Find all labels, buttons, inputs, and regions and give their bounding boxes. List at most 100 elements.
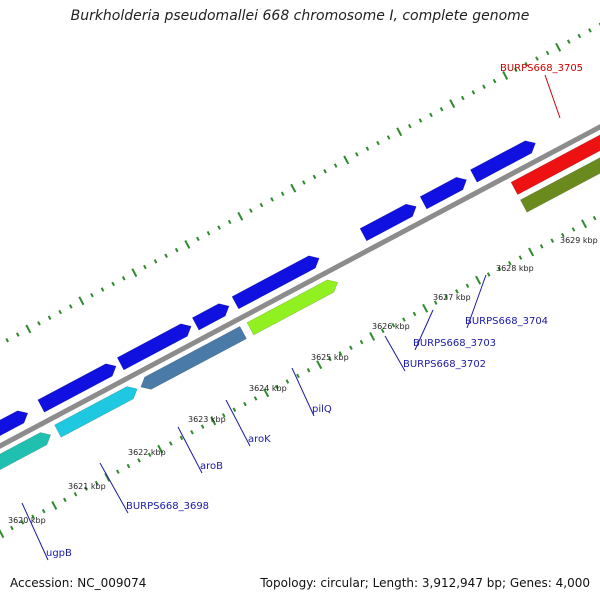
tick-mark (444, 294, 449, 300)
tick-mark (5, 338, 10, 343)
gene-label[interactable]: aroB (200, 461, 223, 472)
tick-mark (302, 180, 306, 185)
tick-mark (359, 339, 364, 345)
gene-arrow[interactable] (140, 326, 247, 390)
kbp-tick-label: 3623 kbp (188, 415, 226, 424)
gene-label[interactable]: ugpB (46, 548, 72, 559)
tick-mark (475, 275, 482, 285)
gene-label[interactable]: aroK (248, 434, 271, 445)
tick-mark (338, 351, 343, 356)
gene-arrow[interactable] (359, 203, 417, 242)
kbp-tick-label: 3621 kbp (68, 482, 106, 491)
accession-text: Accession: NC_009074 (10, 576, 147, 590)
gene-label[interactable]: BURPS668_3698 (126, 501, 209, 512)
tick-mark (94, 480, 99, 486)
tick-mark (471, 90, 476, 95)
tick-mark (465, 283, 470, 289)
inner-tick-ring (0, 215, 597, 539)
gene-arrow[interactable] (191, 303, 230, 331)
gene-arrow[interactable] (419, 177, 467, 210)
kbp-tick-label: 3620 kbp (8, 516, 46, 525)
tick-mark (280, 191, 285, 197)
kbp-tick-labels: 3620 kbp 3621 kbp 3622 kbp 3623 kbp 3624 kbp… (8, 236, 598, 525)
gene-label[interactable]: BURPS668_3702 (403, 359, 486, 370)
tick-mark (190, 430, 194, 435)
tick-mark (581, 219, 588, 229)
tick-mark (263, 388, 270, 398)
gene-arrow[interactable] (116, 323, 192, 371)
tick-mark (37, 321, 41, 326)
map-title: Burkholderia pseudomallei 668 chromosome… (70, 8, 530, 24)
gene-arrow[interactable] (37, 363, 117, 413)
tick-mark (502, 71, 509, 80)
tick-mark (153, 259, 158, 264)
gene-label[interactable]: BURPS668_3704 (465, 316, 548, 327)
label-leader-line (99, 462, 129, 514)
tick-mark (285, 379, 290, 384)
tick-mark (296, 373, 300, 379)
label-leader-line (21, 502, 49, 561)
gene-arrow[interactable] (520, 117, 600, 213)
gene-arrow[interactable] (54, 386, 138, 438)
kbp-tick-label: 3629 kbp (560, 236, 598, 245)
tick-mark (429, 112, 433, 118)
tick-mark (316, 360, 323, 370)
label-leader-line (291, 367, 315, 417)
tick-mark (460, 95, 465, 101)
tick-mark (376, 140, 380, 146)
tick-mark (327, 356, 332, 362)
gene-arrow[interactable] (231, 255, 320, 310)
gene-features (0, 99, 600, 479)
tick-mark (196, 236, 200, 242)
tick-mark (116, 469, 120, 474)
tick-mark (418, 118, 423, 123)
gene-arrow[interactable] (0, 410, 29, 452)
tick-mark (422, 303, 429, 313)
kbp-tick-label: 3628 kbp (496, 264, 534, 273)
tick-mark (528, 247, 535, 257)
tick-mark (174, 247, 179, 253)
kbp-tick-label: 3627 kbp (433, 293, 471, 302)
tick-mark (237, 211, 244, 221)
tick-mark (349, 345, 353, 350)
tick-mark (143, 264, 147, 270)
tick-mark (51, 501, 58, 510)
tick-mark (210, 416, 217, 426)
tick-mark (561, 232, 565, 238)
tick-mark (243, 401, 247, 407)
tick-mark (482, 84, 486, 89)
gene-arrow[interactable] (470, 140, 536, 183)
tick-mark (433, 300, 438, 305)
tick-mark (439, 107, 444, 112)
gene-label[interactable]: BURPS668_3705 (500, 63, 583, 74)
tick-mark (147, 452, 152, 458)
tick-mark (221, 413, 226, 418)
kbp-tick-label: 3622 kbp (128, 448, 166, 457)
gene-labels: ugpB BURPS668_3698 aroB aroK pilQ BURPS668_37… (21, 63, 583, 561)
tick-mark (68, 304, 73, 309)
gene-arrow[interactable] (510, 99, 600, 195)
tick-mark (25, 324, 32, 334)
tick-mark (78, 296, 85, 306)
tick-mark (41, 508, 46, 514)
tick-mark (566, 39, 571, 44)
tick-mark (184, 240, 191, 249)
kbp-tick-label: 3624 kbp (249, 384, 287, 393)
tick-mark (100, 287, 105, 292)
tick-mark (290, 183, 297, 193)
genome-summary-text: Topology: circular; Length: 3,912,947 bp… (260, 576, 590, 590)
gene-label[interactable]: BURPS668_3703 (413, 338, 496, 349)
tick-mark (386, 135, 391, 140)
tick-mark (486, 272, 491, 277)
tick-mark (492, 78, 497, 84)
tick-mark (73, 491, 78, 497)
tick-mark (179, 435, 184, 441)
tick-mark (164, 253, 168, 258)
gene-arrow[interactable] (0, 432, 52, 479)
backbone-line (0, 124, 600, 449)
gene-arrow[interactable] (246, 279, 339, 336)
tick-mark (126, 463, 131, 469)
gene-label[interactable]: pilQ (312, 404, 332, 415)
tick-mark (249, 208, 253, 213)
